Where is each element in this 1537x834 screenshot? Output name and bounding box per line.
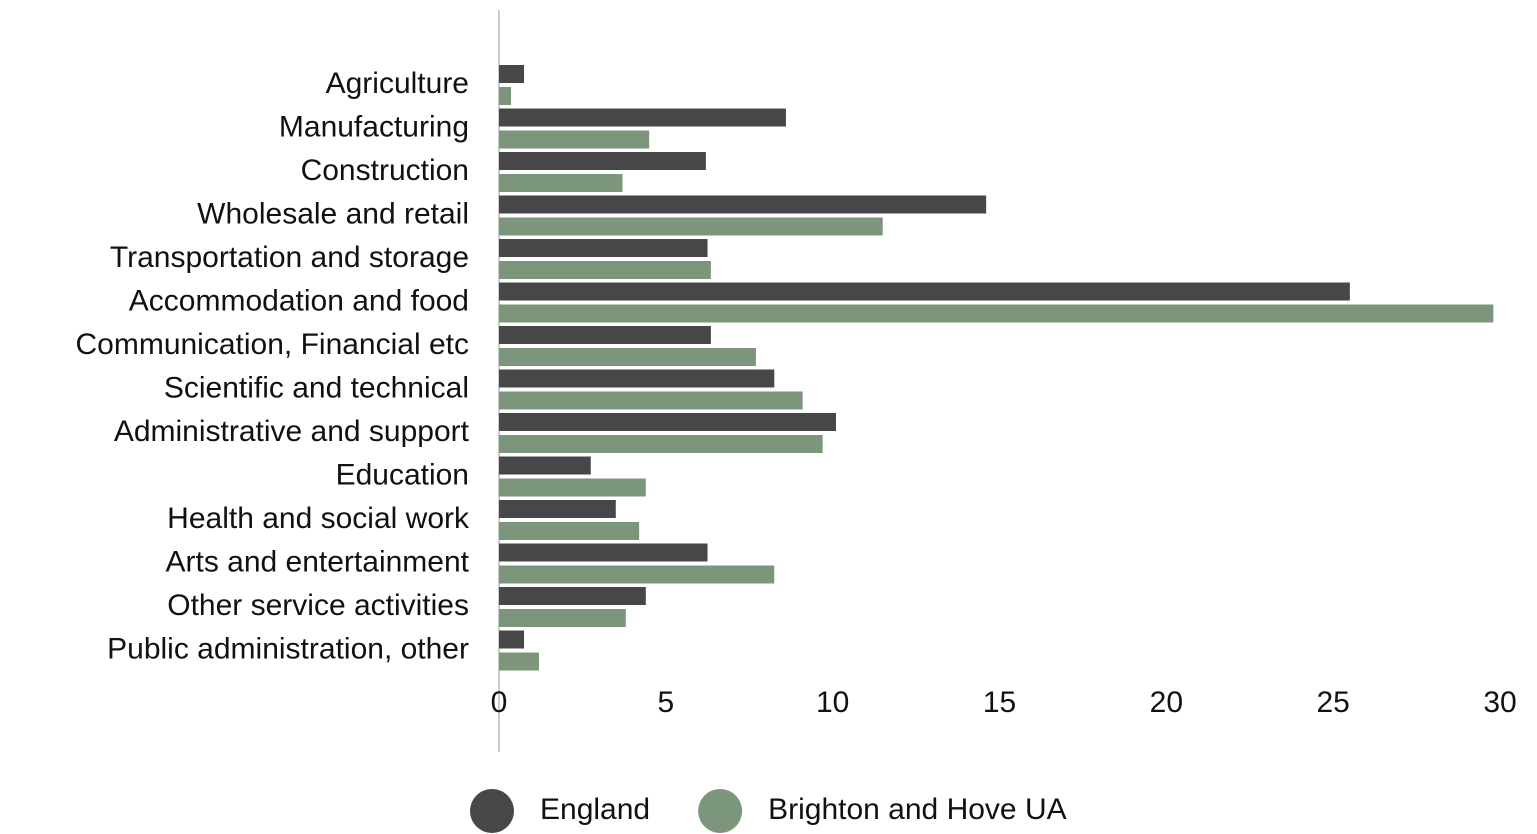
y-tick-label: Education [336,458,469,491]
y-tick-label: Public administration, other [107,632,469,665]
bar [499,435,823,453]
bar [499,326,711,344]
bar [499,478,646,497]
x-tick-label: 10 [816,686,849,719]
bar [499,108,786,127]
y-tick-label: Agriculture [326,67,469,100]
y-tick-label: Scientific and technical [164,371,469,404]
x-tick-label: 5 [657,686,674,719]
bar [499,630,525,649]
bar [499,609,626,627]
bar [499,543,708,562]
bar [499,587,646,605]
bar [499,239,708,257]
legend-marker [698,789,743,833]
y-tick-label: Accommodation and food [129,284,469,317]
legend-label: Brighton and Hove UA [768,793,1067,826]
y-tick-label: Arts and entertainment [165,545,469,578]
bar [499,195,987,214]
bar [499,87,512,105]
bar [499,456,591,475]
y-tick-label: Health and social work [167,502,470,535]
y-tick-label: Administrative and support [114,415,470,448]
legend-marker [470,789,514,833]
x-tick-label: 0 [491,686,508,719]
bar [499,217,883,236]
bar [499,65,525,83]
y-tick-label: Construction [301,154,469,187]
y-tick-label: Communication, Financial etc [75,328,469,361]
y-tick-label: Transportation and storage [110,241,469,274]
y-tick-label: Wholesale and retail [197,197,469,230]
y-tick-label: Other service activities [167,589,469,622]
x-tick-label: 25 [1316,686,1349,719]
bar [499,369,775,388]
bar [499,282,1350,301]
bar [499,152,706,170]
bar [499,565,775,584]
bar [499,500,616,518]
x-tick-label: 15 [983,686,1016,719]
legend-label: England [540,793,650,826]
bar [499,130,650,149]
bar [499,304,1494,323]
y-tick-label: Manufacturing [279,110,469,143]
bar [499,261,711,279]
bar [499,413,837,431]
bar [499,391,803,410]
bar [499,348,756,366]
x-tick-label: 30 [1483,686,1516,719]
bar [499,174,623,192]
bar [499,652,540,671]
x-tick-label: 20 [1150,686,1183,719]
bar [499,522,640,540]
